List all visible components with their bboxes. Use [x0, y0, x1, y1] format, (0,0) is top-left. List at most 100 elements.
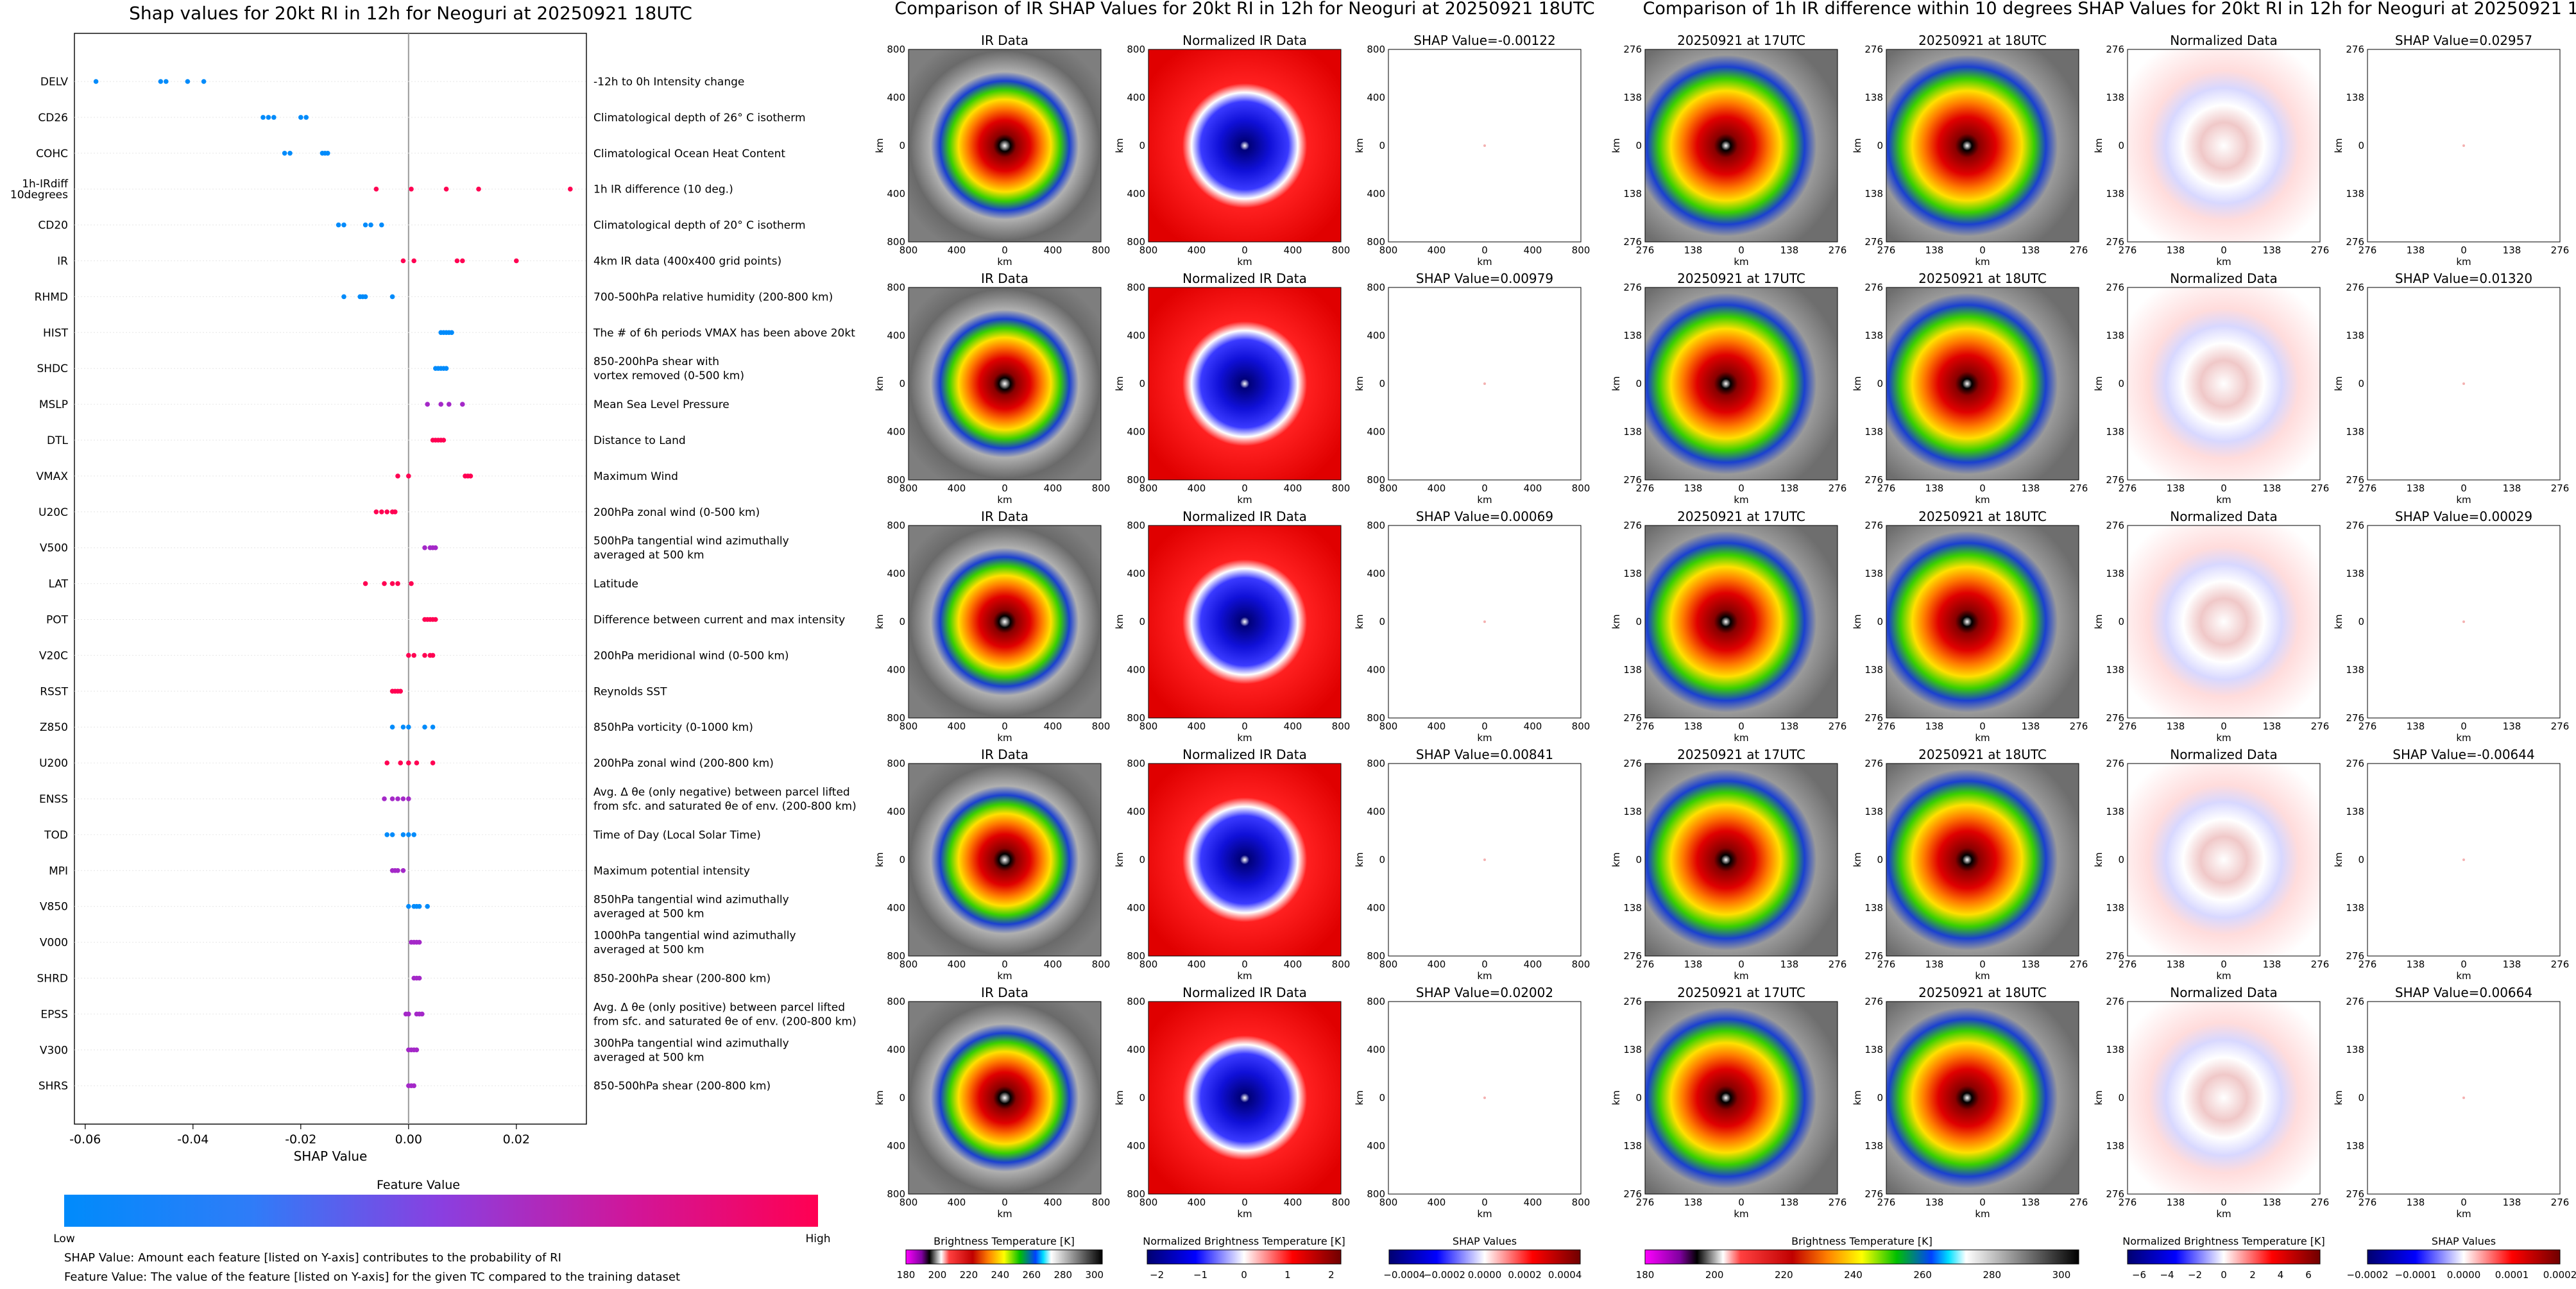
y-tick-label: 400 — [1367, 806, 1385, 817]
x-tick-label: 138 — [2407, 959, 2425, 970]
shap-center-mark — [1483, 620, 1486, 623]
x-tick-label: 0 — [1002, 721, 1008, 732]
x-tick-label: 276 — [1636, 482, 1655, 494]
y-tick-label: 276 — [2346, 520, 2364, 531]
y-tick-label: 400 — [1127, 92, 1145, 103]
x-axis-label: km — [1237, 256, 1252, 268]
feature-row: V500 500hPa tangential wind azimuthally av… — [40, 535, 789, 562]
x-tick-label: 800 — [1332, 482, 1351, 494]
y-tick-label: 0 — [1635, 854, 1642, 866]
subplot-frame — [2127, 525, 2321, 719]
y-tick-label: 0 — [2118, 1092, 2124, 1104]
subplot-frame — [1644, 763, 1838, 957]
x-tick-label: 276 — [2119, 482, 2137, 494]
subplot-frame — [1886, 525, 2079, 719]
y-tick-label: 400 — [1367, 188, 1385, 200]
x-tick-label: 138 — [2022, 482, 2040, 494]
x-tick-label: 138 — [1780, 244, 1799, 256]
subplot-frame — [1886, 763, 2079, 957]
colorbar-strip — [2127, 1249, 2321, 1265]
y-axis-label: km — [1610, 138, 1622, 153]
x-tick-label: 400 — [1428, 1197, 1446, 1208]
x-tick-label: 400 — [1188, 1197, 1206, 1208]
x-tick-label: 400 — [1188, 721, 1206, 732]
colorbar-tick-label: 300 — [1085, 1269, 1104, 1281]
ir-image-grid: IR Data80080040040000400400800800kmkmNor… — [874, 33, 1590, 1220]
feature-colorbar — [64, 1195, 818, 1227]
y-axis-label: km — [1354, 1090, 1365, 1105]
feature-description: Maximum potential intensity — [593, 865, 750, 878]
footnote-feature: Feature Value: The value of the feature … — [64, 1270, 680, 1284]
colorbar-tick-label: 180 — [1636, 1269, 1655, 1281]
ir-diff-colorbars: Brightness Temperature [K]180 200 220 240 26… — [1636, 1235, 2576, 1281]
y-tick-label: 800 — [1367, 950, 1385, 962]
x-tick-label: 800 — [1092, 721, 1111, 732]
x-tick-label: 138 — [2167, 1197, 2185, 1208]
shap-point — [409, 186, 414, 192]
y-tick-label: 138 — [1864, 188, 1883, 200]
image-subplot: SHAP Value=-0.00122800800400400004004008… — [1354, 33, 1590, 268]
shap-point — [443, 366, 449, 371]
x-tick-label: 276 — [1829, 244, 1847, 256]
y-tick-label: 276 — [2346, 282, 2364, 293]
x-tick-label: 276 — [2551, 1197, 2570, 1208]
x-axis-label: km — [1477, 732, 1492, 744]
feature-row: VMAX Maximum Wind — [36, 470, 678, 483]
x-tick-label: 138 — [2022, 721, 2040, 732]
x-tick-label: 400 — [948, 482, 966, 494]
x-tick-label: 138 — [1925, 959, 1944, 970]
y-tick-label: 276 — [2106, 758, 2124, 769]
y-tick-label: 0 — [899, 1092, 905, 1104]
y-axis-label: km — [2093, 376, 2104, 391]
x-axis-label: km — [1477, 1208, 1492, 1220]
colorbar-tick-label: 0.0000 — [2447, 1269, 2481, 1281]
subplot-title: IR Data — [981, 985, 1028, 1000]
subplot-frame — [908, 763, 1102, 957]
y-tick-label: 276 — [2346, 996, 2364, 1007]
x-tick-label: 0 — [1738, 1197, 1744, 1208]
y-axis-label: km — [1114, 1090, 1125, 1105]
ir-colorbars: Brightness Temperature [K] 180 200 220 240 26… — [897, 1235, 1582, 1281]
y-tick-label: 0 — [1877, 616, 1883, 627]
image-subplot: 20250921 at 17UTC27627613813800138138276… — [1610, 33, 1847, 268]
feature-row: COHC Climatological Ocean Heat Content — [36, 148, 785, 160]
x-tick-label: 0 — [1481, 1197, 1488, 1208]
x-tick-label: 276 — [1636, 721, 1655, 732]
y-tick-label: 138 — [1864, 426, 1883, 438]
y-tick-label: 800 — [887, 712, 905, 724]
x-tick-label: 0 — [1241, 959, 1248, 970]
feature-description: 1000hPa tangential wind azimuthally avera… — [593, 930, 796, 957]
feature-row: HIST The # of 6h periods VMAX has been ab… — [43, 327, 855, 339]
feature-description: Avg. Δ θe (only negative) between parcel… — [593, 786, 857, 813]
y-axis-label: km — [1354, 138, 1365, 153]
subplot-title: SHAP Value=0.00979 — [1416, 271, 1553, 286]
y-tick-label: 800 — [1127, 950, 1145, 962]
y-tick-label: 138 — [2106, 806, 2124, 817]
y-tick-label: 138 — [1623, 664, 1642, 676]
y-tick-label: 800 — [1127, 474, 1145, 486]
y-tick-label: 276 — [2106, 44, 2124, 55]
y-tick-label: 138 — [1864, 1140, 1883, 1152]
y-tick-label: 138 — [1623, 806, 1642, 817]
ir-diff-shap-title: Comparison of 1h IR difference within 10… — [1643, 0, 2576, 19]
y-tick-label: 800 — [887, 520, 905, 531]
y-tick-label: 276 — [1864, 996, 1883, 1007]
y-tick-label: 800 — [1127, 996, 1145, 1007]
feature-description: 300hPa tangential wind azimuthally averag… — [593, 1037, 789, 1064]
shap-point — [325, 151, 330, 156]
image-subplot: 20250921 at 18UTC27627613813800138138276… — [1852, 985, 2088, 1220]
subplot-title: SHAP Value=-0.00122 — [1413, 33, 1555, 48]
colorbar-tick-label: 260 — [1023, 1269, 1041, 1281]
y-tick-label: 0 — [899, 854, 905, 866]
shap-point — [93, 79, 99, 84]
shap-point — [416, 939, 422, 945]
x-tick-label: 0 — [2221, 482, 2227, 494]
y-tick-label: 0 — [1139, 378, 1145, 389]
y-tick-label: 276 — [1864, 950, 1883, 962]
x-tick-label: 138 — [2407, 1197, 2425, 1208]
colorbar-strip — [1644, 1249, 2079, 1265]
y-tick-label: 800 — [887, 996, 905, 1007]
x-tick-label: 276 — [2358, 959, 2377, 970]
y-tick-label: 138 — [2346, 902, 2364, 914]
shap-point — [266, 115, 271, 120]
